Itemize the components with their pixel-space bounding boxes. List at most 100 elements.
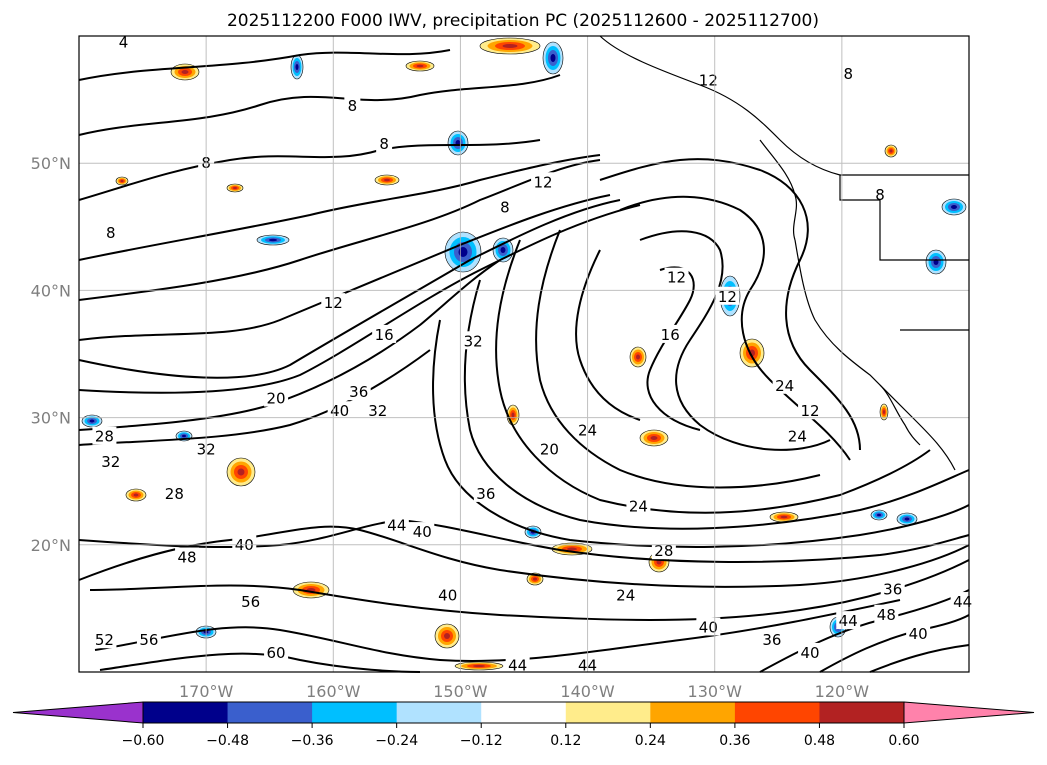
contour-label-background xyxy=(344,95,361,114)
latitude-label: 40°N xyxy=(31,281,71,300)
contour-label-background xyxy=(461,331,486,350)
contour-label-background xyxy=(759,630,784,649)
contour-label: 36 xyxy=(476,485,495,503)
contour-label: 8 xyxy=(348,97,358,115)
contour-label: 28 xyxy=(165,485,184,503)
contour-line xyxy=(99,652,421,673)
colorbar-segment xyxy=(312,702,398,723)
colorbar-tick-label: 0.60 xyxy=(888,733,919,749)
contour-label: 12 xyxy=(699,72,718,90)
colorbar-tick-label: −0.48 xyxy=(206,733,249,749)
contour-label-background xyxy=(410,522,435,541)
contour-line xyxy=(575,249,641,421)
contour-line xyxy=(78,194,611,341)
colorbar-segment xyxy=(481,702,567,723)
contour-label-background xyxy=(92,630,117,649)
colorbar-segment xyxy=(143,702,229,723)
contour-line xyxy=(89,559,970,621)
contour-label: 28 xyxy=(95,428,114,446)
contour-line xyxy=(78,74,561,136)
contour-label: 60 xyxy=(267,644,286,662)
contour-label: 20 xyxy=(540,440,559,458)
contour-label-background xyxy=(238,592,263,611)
precip-cell xyxy=(120,180,124,182)
contour-label-background xyxy=(872,185,888,203)
precip-cell xyxy=(473,665,485,667)
precip-cell xyxy=(904,517,910,521)
colorbar-outline xyxy=(142,701,905,724)
contour-label-background xyxy=(162,483,187,502)
map-background xyxy=(79,36,969,672)
precip-cell xyxy=(269,238,277,242)
contour-line xyxy=(78,259,501,431)
colorbar-tick-label: 0.24 xyxy=(635,733,666,749)
precip-cell xyxy=(567,547,577,551)
longitude-label: 170°W xyxy=(179,682,234,701)
contour-label-background xyxy=(840,64,857,83)
contour-line xyxy=(535,229,821,489)
graticule xyxy=(79,36,969,672)
colorbar-segment xyxy=(734,702,820,723)
colorbar-segment xyxy=(396,702,482,723)
iwv-contours xyxy=(78,49,970,673)
colorbar-tick-label: 0.48 xyxy=(804,733,835,749)
contour-label: 40 xyxy=(699,618,718,636)
contour-label: 24 xyxy=(788,428,807,446)
contour-label-background xyxy=(798,401,823,420)
contour-label: 40 xyxy=(909,625,928,643)
contour-label: 44 xyxy=(387,517,406,535)
contour-line xyxy=(78,154,601,261)
colorbar-segment xyxy=(13,702,143,723)
precip-cell xyxy=(237,468,245,476)
colorbar-ticks: −0.60 −0.48 −0.36 −0.24 −0.12 0.12 0.24 0.36 0.4… xyxy=(122,723,920,749)
contour-line xyxy=(78,199,621,379)
contour-line xyxy=(78,49,451,81)
contour-label: 32 xyxy=(101,453,120,471)
contour-line xyxy=(869,644,970,673)
colorbar: −0.60 −0.48 −0.36 −0.24 −0.12 0.12 0.24 0.36 0.4… xyxy=(12,701,1035,749)
contour-label-background xyxy=(874,604,899,623)
colorbar-tick-label: −0.24 xyxy=(375,733,418,749)
coastlines xyxy=(599,35,969,471)
contour-label: 36 xyxy=(762,631,781,649)
precip-cell xyxy=(780,515,788,519)
contour-line xyxy=(495,239,931,514)
contour-label-background xyxy=(785,426,810,445)
precip-cell xyxy=(182,434,186,438)
precip-cell xyxy=(89,419,95,423)
longitude-label: 140°W xyxy=(560,682,615,701)
contour-label: 32 xyxy=(464,332,483,350)
contour-label-background xyxy=(496,197,513,216)
contour-label-background xyxy=(136,630,161,649)
contour-line xyxy=(599,158,861,451)
colorbar-segment xyxy=(650,702,736,723)
contour-line xyxy=(432,319,970,548)
contour-label: 12 xyxy=(718,288,737,306)
coastline-alaska xyxy=(599,35,969,176)
contour-label: 8 xyxy=(106,224,116,242)
contour-label-background xyxy=(715,286,740,305)
contour-label-background xyxy=(264,388,289,407)
contour-label: 16 xyxy=(375,326,394,344)
longitude-label: 150°W xyxy=(433,682,488,701)
precip-cell xyxy=(458,247,468,257)
contour-label-background xyxy=(658,324,683,343)
contour-label-background xyxy=(531,172,556,191)
contour-label-background xyxy=(664,267,689,286)
contour-line xyxy=(78,139,541,201)
contour-label-background xyxy=(626,496,651,515)
contour-label-background xyxy=(880,579,905,598)
precip-cell xyxy=(511,412,515,418)
contour-line xyxy=(78,159,601,301)
map-frame xyxy=(78,35,970,673)
precip-cell xyxy=(416,64,424,68)
contour-label-background xyxy=(92,426,117,445)
precip-cell xyxy=(533,577,537,581)
contour-label-background xyxy=(613,585,638,604)
precip-cell xyxy=(133,493,139,497)
precip-cell xyxy=(500,247,506,253)
contour-line xyxy=(463,279,970,530)
contour-label-background xyxy=(98,452,123,471)
precip-cell xyxy=(951,205,957,209)
contour-label: 40 xyxy=(330,402,349,420)
